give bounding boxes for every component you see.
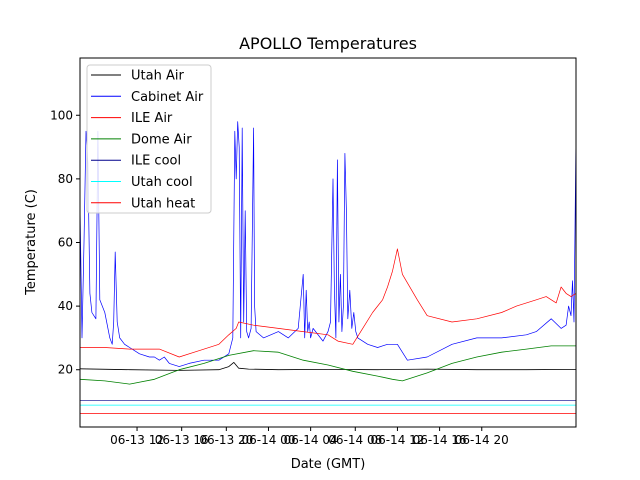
- x-tick-label: 06-14 08: [328, 433, 382, 447]
- y-tick-label: 80: [58, 172, 73, 186]
- x-tick-label: 06-14 04: [284, 433, 338, 447]
- y-tick-label: 100: [50, 108, 73, 122]
- chart-title: APOLLO Temperatures: [239, 34, 417, 53]
- legend-label: Utah Air: [131, 69, 184, 84]
- y-tick-label: 40: [58, 299, 73, 313]
- series-line-3: [80, 248, 576, 358]
- legend-label: Cabinet Air: [131, 90, 204, 105]
- series-layer: [80, 121, 576, 414]
- legend-label: ILE cool: [131, 154, 181, 169]
- legend-label: ILE Air: [131, 111, 173, 126]
- x-tick-label: 06-13 16: [155, 433, 209, 447]
- y-axis-label: Temperature (C): [24, 189, 39, 296]
- series-line-1: [80, 361, 576, 371]
- y-tick-label: 20: [58, 363, 73, 377]
- series-line-4: [80, 345, 576, 385]
- y-tick-label: 60: [58, 236, 73, 250]
- legend-label: Utah cool: [131, 175, 193, 190]
- plot-frame: [79, 57, 577, 428]
- series-line-2: [80, 121, 576, 367]
- x-tick-label: 06-14 12: [370, 433, 424, 447]
- x-tick-label: 06-14 00: [242, 433, 296, 447]
- x-axis-label: Date (GMT): [291, 457, 366, 472]
- x-tick-label: 06-13 20: [199, 433, 253, 447]
- x-tick-label: 06-14 16: [413, 433, 467, 447]
- x-tick-label: 06-13 12: [110, 433, 164, 447]
- x-tick-label: 06-14 20: [455, 433, 509, 447]
- legend-box: [86, 64, 212, 214]
- legend-label: Dome Air: [131, 132, 192, 147]
- chart-legend: Utah Air Cabinet Air ILE Air Dome Air ILE co…: [86, 64, 212, 214]
- legend-label: Utah heat: [131, 196, 195, 211]
